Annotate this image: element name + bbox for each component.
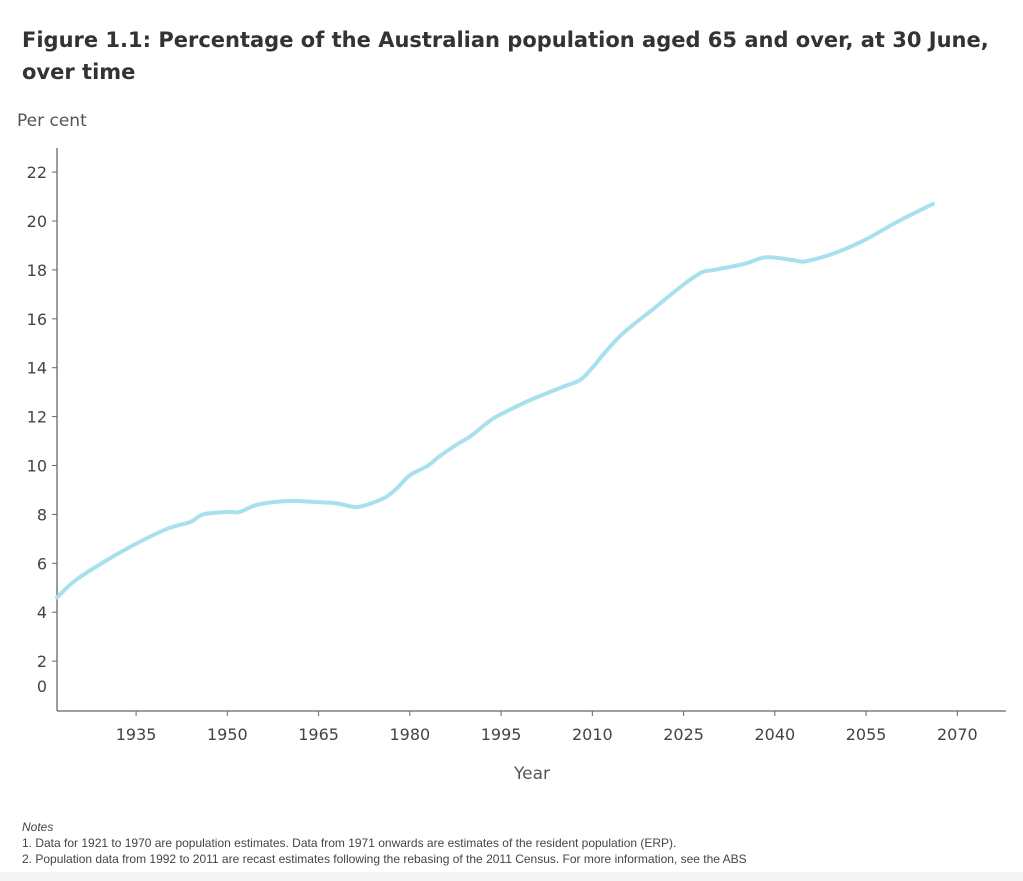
x-axis-label-text: Year	[514, 764, 550, 784]
x-tick-label: 2070	[937, 725, 978, 744]
y-tick-label: 14	[27, 359, 47, 378]
y-tick-label: 4	[37, 603, 47, 622]
y-tick-label: 6	[37, 554, 47, 573]
y-tick-label: 22	[27, 163, 47, 182]
note-2: 2. Population data from 1992 to 2011 are…	[22, 852, 747, 866]
x-axis-label: Year	[0, 764, 1023, 784]
y-axis-label: Per cent	[17, 111, 87, 131]
notes-heading: Notes	[22, 820, 54, 834]
y-tick-label: 10	[27, 457, 47, 476]
x-tick-label: 2025	[663, 725, 704, 744]
y-tick-label: 16	[27, 310, 47, 329]
x-tick-label: 2055	[846, 725, 887, 744]
y-tick-label: 8	[37, 505, 47, 524]
x-tick-label: 1950	[207, 725, 248, 744]
footer-bar	[0, 872, 1023, 881]
y-tick-label: 20	[27, 212, 47, 231]
y-tick-label: 0	[37, 677, 47, 696]
x-tick-label: 1965	[298, 725, 339, 744]
x-tick-label: 1980	[389, 725, 430, 744]
x-tick-label: 2010	[572, 725, 613, 744]
notes: Notes 1. Data for 1921 to 1970 are popul…	[22, 819, 747, 867]
x-tick-label: 1995	[481, 725, 522, 744]
x-tick-label: 2040	[754, 725, 795, 744]
note-1: 1. Data for 1921 to 1970 are population …	[22, 836, 677, 850]
x-tick-label: 1935	[116, 725, 157, 744]
y-tick-label: 12	[27, 408, 47, 427]
y-tick-label: 18	[27, 261, 47, 280]
y-tick-label: 2	[37, 652, 47, 671]
chart-title: Figure 1.1: Percentage of the Australian…	[22, 28, 989, 84]
series-line	[55, 201, 935, 600]
